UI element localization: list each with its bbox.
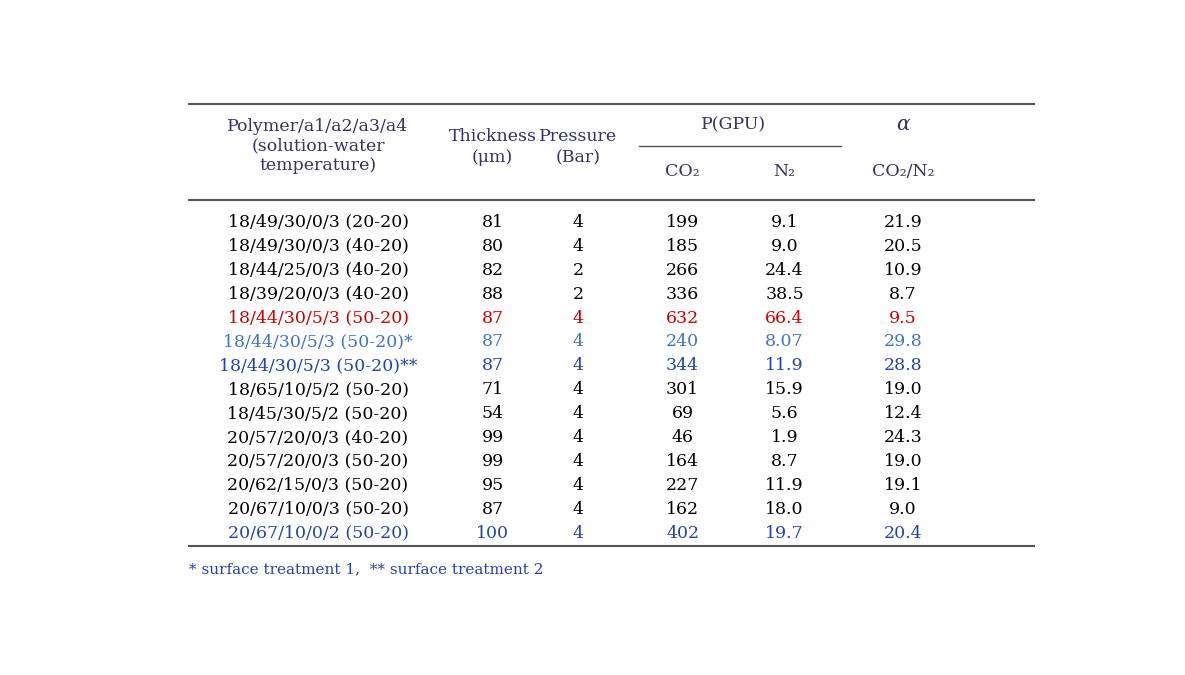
Text: 18/44/30/5/3 (50-20): 18/44/30/5/3 (50-20) xyxy=(228,310,409,327)
Text: 9.1: 9.1 xyxy=(770,214,799,231)
Text: 9.0: 9.0 xyxy=(889,501,917,518)
Text: temperature): temperature) xyxy=(260,157,377,173)
Text: 1.9: 1.9 xyxy=(770,429,799,446)
Text: 4: 4 xyxy=(572,429,583,446)
Text: (μm): (μm) xyxy=(472,149,513,166)
Text: 10.9: 10.9 xyxy=(884,262,922,279)
Text: 81: 81 xyxy=(481,214,504,231)
Text: 336: 336 xyxy=(666,286,699,302)
Text: 29.8: 29.8 xyxy=(884,333,922,350)
Text: 18/39/20/0/3 (40-20): 18/39/20/0/3 (40-20) xyxy=(228,286,409,302)
Text: 4: 4 xyxy=(572,381,583,398)
Text: 2: 2 xyxy=(572,286,583,302)
Text: 185: 185 xyxy=(666,238,699,254)
Text: 344: 344 xyxy=(666,357,699,375)
Text: 21.9: 21.9 xyxy=(884,214,922,231)
Text: 301: 301 xyxy=(666,381,699,398)
Text: 5.6: 5.6 xyxy=(770,405,799,422)
Text: 19.7: 19.7 xyxy=(766,524,803,541)
Text: 20/57/20/0/3 (40-20): 20/57/20/0/3 (40-20) xyxy=(228,429,409,446)
Text: 8.7: 8.7 xyxy=(889,286,917,302)
Text: 12.4: 12.4 xyxy=(884,405,922,422)
Text: 9.0: 9.0 xyxy=(770,238,799,254)
Text: Pressure: Pressure xyxy=(539,128,617,145)
Text: 266: 266 xyxy=(666,262,699,279)
Text: 18.0: 18.0 xyxy=(766,501,803,518)
Text: 162: 162 xyxy=(666,501,699,518)
Text: 20.5: 20.5 xyxy=(884,238,922,254)
Text: 69: 69 xyxy=(672,405,693,422)
Text: 82: 82 xyxy=(481,262,504,279)
Text: (Bar): (Bar) xyxy=(556,149,601,166)
Text: 18/44/30/5/3 (50-20)**: 18/44/30/5/3 (50-20)** xyxy=(219,357,417,375)
Text: 20.4: 20.4 xyxy=(884,524,922,541)
Text: 20/62/15/0/3 (50-20): 20/62/15/0/3 (50-20) xyxy=(228,477,409,494)
Text: 88: 88 xyxy=(481,286,504,302)
Text: 18/49/30/0/3 (40-20): 18/49/30/0/3 (40-20) xyxy=(228,238,409,254)
Text: 80: 80 xyxy=(481,238,504,254)
Text: 100: 100 xyxy=(476,524,510,541)
Text: 20/67/10/0/3 (50-20): 20/67/10/0/3 (50-20) xyxy=(228,501,409,518)
Text: 4: 4 xyxy=(572,501,583,518)
Text: 87: 87 xyxy=(481,333,504,350)
Text: 4: 4 xyxy=(572,524,583,541)
Text: 199: 199 xyxy=(666,214,699,231)
Text: Polymer/a1/a2/a3/a4: Polymer/a1/a2/a3/a4 xyxy=(228,118,409,135)
Text: 18/45/30/5/2 (50-20): 18/45/30/5/2 (50-20) xyxy=(228,405,409,422)
Text: 19.0: 19.0 xyxy=(884,381,922,398)
Text: 20/67/10/0/2 (50-20): 20/67/10/0/2 (50-20) xyxy=(228,524,409,541)
Text: 87: 87 xyxy=(481,357,504,375)
Text: 4: 4 xyxy=(572,238,583,254)
Text: 19.1: 19.1 xyxy=(884,477,922,494)
Text: 18/44/25/0/3 (40-20): 18/44/25/0/3 (40-20) xyxy=(228,262,409,279)
Text: 402: 402 xyxy=(666,524,699,541)
Text: 4: 4 xyxy=(572,357,583,375)
Text: 18/49/30/0/3 (20-20): 18/49/30/0/3 (20-20) xyxy=(228,214,409,231)
Text: 99: 99 xyxy=(481,453,504,470)
Text: 11.9: 11.9 xyxy=(766,477,803,494)
Text: 54: 54 xyxy=(481,405,504,422)
Text: 4: 4 xyxy=(572,333,583,350)
Text: 95: 95 xyxy=(481,477,504,494)
Text: 71: 71 xyxy=(481,381,504,398)
Text: (solution-water: (solution-water xyxy=(251,138,385,155)
Text: P(GPU): P(GPU) xyxy=(702,116,767,133)
Text: CO₂: CO₂ xyxy=(665,163,700,180)
Text: 9.5: 9.5 xyxy=(889,310,917,327)
Text: 38.5: 38.5 xyxy=(766,286,803,302)
Text: 4: 4 xyxy=(572,214,583,231)
Text: 4: 4 xyxy=(572,477,583,494)
Text: 4: 4 xyxy=(572,453,583,470)
Text: 87: 87 xyxy=(481,310,504,327)
Text: 87: 87 xyxy=(481,501,504,518)
Text: α: α xyxy=(896,115,910,134)
Text: 8.07: 8.07 xyxy=(766,333,803,350)
Text: 19.0: 19.0 xyxy=(884,453,922,470)
Text: 24.4: 24.4 xyxy=(766,262,803,279)
Text: 8.7: 8.7 xyxy=(770,453,799,470)
Text: 227: 227 xyxy=(666,477,699,494)
Text: CO₂/N₂: CO₂/N₂ xyxy=(872,163,934,180)
Text: 15.9: 15.9 xyxy=(766,381,803,398)
Text: 66.4: 66.4 xyxy=(766,310,803,327)
Text: 2: 2 xyxy=(572,262,583,279)
Text: * surface treatment 1,  ** surface treatment 2: * surface treatment 1, ** surface treatm… xyxy=(190,562,544,576)
Text: 164: 164 xyxy=(666,453,699,470)
Text: 20/57/20/0/3 (50-20): 20/57/20/0/3 (50-20) xyxy=(228,453,409,470)
Text: 24.3: 24.3 xyxy=(884,429,922,446)
Text: N₂: N₂ xyxy=(774,163,795,180)
Text: 11.9: 11.9 xyxy=(766,357,803,375)
Text: 18/44/30/5/3 (50-20)*: 18/44/30/5/3 (50-20)* xyxy=(223,333,412,350)
Text: 99: 99 xyxy=(481,429,504,446)
Text: 18/65/10/5/2 (50-20): 18/65/10/5/2 (50-20) xyxy=(228,381,409,398)
Text: Thickness: Thickness xyxy=(448,128,537,145)
Text: 4: 4 xyxy=(572,310,583,327)
Text: 240: 240 xyxy=(666,333,699,350)
Text: 28.8: 28.8 xyxy=(884,357,922,375)
Text: 632: 632 xyxy=(666,310,699,327)
Text: 4: 4 xyxy=(572,405,583,422)
Text: 46: 46 xyxy=(672,429,693,446)
